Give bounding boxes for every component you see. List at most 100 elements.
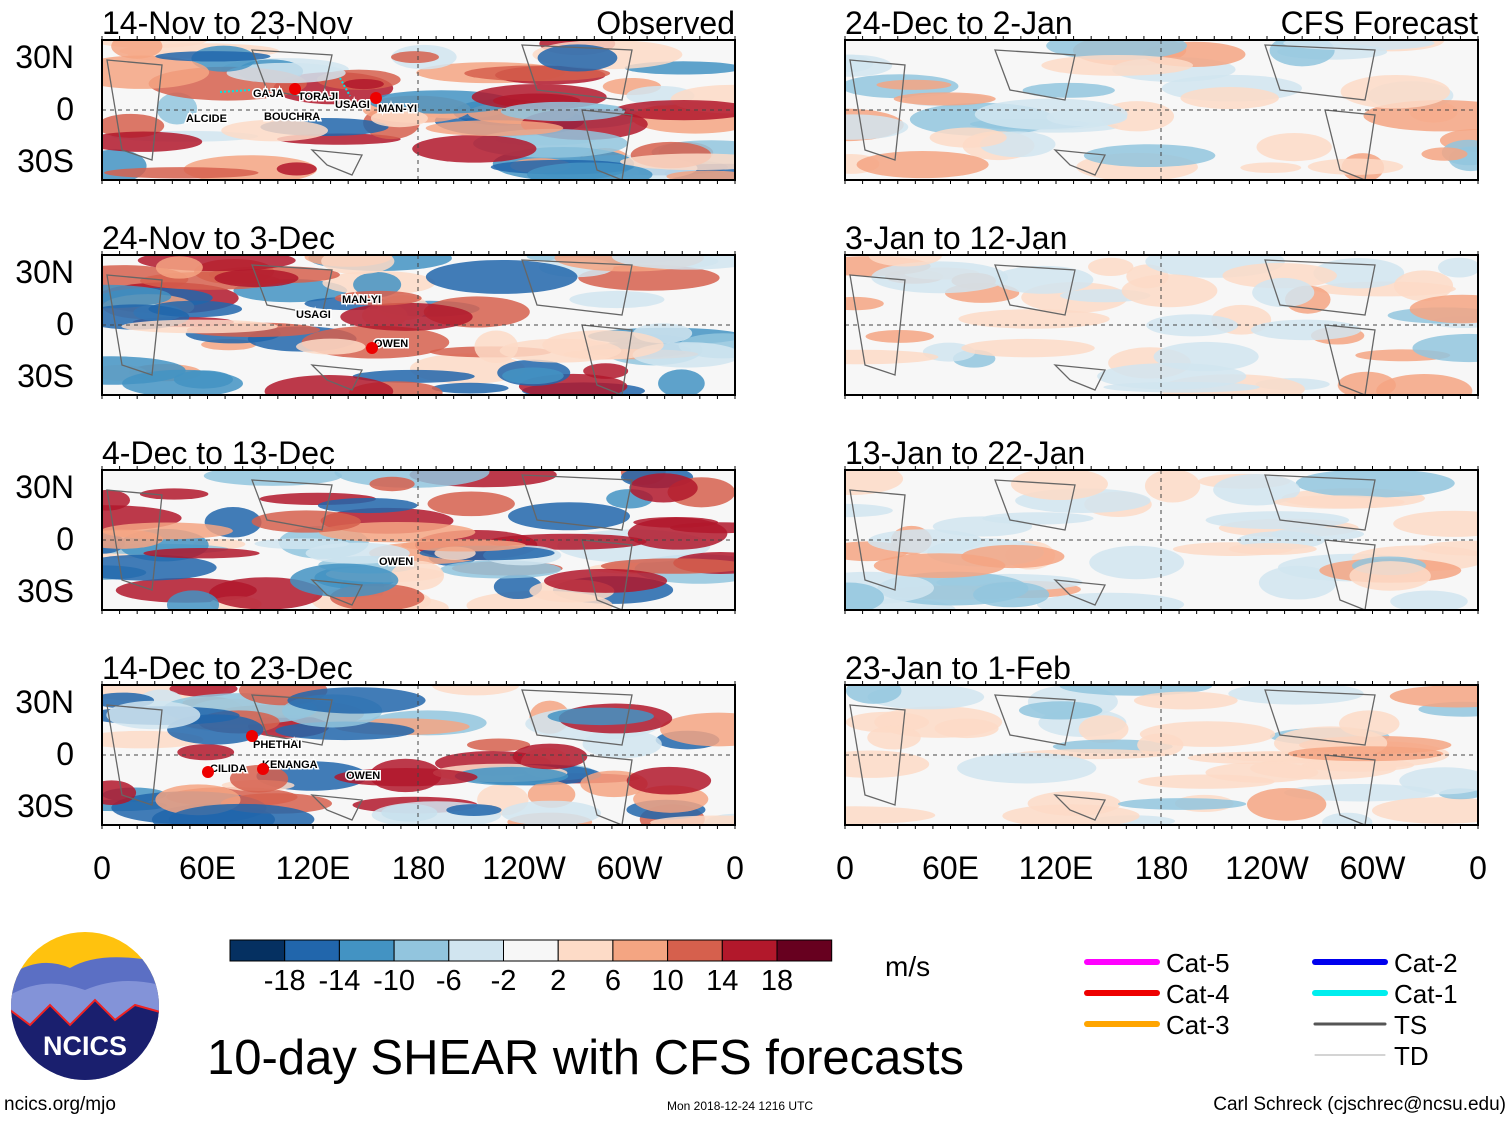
shear-contour [1256,132,1332,162]
shear-contour [431,382,509,394]
coastline [849,704,906,806]
colorbar-swatch [338,939,395,962]
lat-label: 0 [56,736,74,772]
storm-label: MAN-YI [342,294,381,306]
shear-contour [1036,592,1185,610]
coastline [521,689,633,746]
shear-contour [1393,510,1478,537]
shear-contour [876,79,952,90]
shear-contour [229,764,289,793]
lat-label: 0 [56,521,74,557]
shear-contour [1307,158,1404,175]
shear-contour [873,553,1006,578]
storm-label: BOUCHRA [264,111,320,123]
shear-contour [1121,274,1218,308]
shear-contour [845,114,909,140]
shear-contour [507,502,630,531]
lon-label: 60W [1340,850,1407,886]
hurricane-icon [202,766,214,778]
shear-contour [1228,685,1364,705]
coastline [581,754,633,825]
shear-contour [143,548,260,559]
shear-contour [390,560,445,591]
shear-contour [1153,341,1259,372]
shear-contour [1018,701,1103,720]
lon-label: 120W [482,850,566,886]
shear-contour [156,92,198,125]
coastline [521,259,633,316]
coastline [1324,754,1376,825]
hurricane-icon [289,83,301,95]
shear-contour [620,153,735,171]
shear-contour [1371,797,1478,824]
shear-contour [537,44,618,72]
map-panel: 24-Nov to 3-Dec 30N 0 30S [15,220,736,399]
shear-contour [865,329,935,343]
colorbar-swatch [448,939,504,962]
colorbar-tick: -10 [373,965,415,997]
shear-contour [106,700,201,730]
shear-contour [961,338,1095,358]
lon-label: 120E [1019,850,1094,886]
shear-contour [658,369,705,395]
storm-label: KENANGA [262,759,318,771]
shear-contour [155,256,203,279]
lon-label: 0 [93,850,111,886]
shear-contour [102,131,203,152]
shear-contour [1393,270,1454,302]
shear-contour [391,51,439,64]
shear-contour [1041,54,1194,76]
shear-contour [934,718,999,739]
logo-text: NCICS [43,1031,127,1061]
shear-contour [1273,495,1405,509]
colorbar-tick: -6 [436,965,462,997]
shear-contour [1083,144,1216,168]
shear-contour [626,766,712,795]
coastline [521,474,633,531]
shear-contour [845,685,902,704]
shear-contour [1376,374,1473,395]
footer-url[interactable]: ncics.org/mjo [4,1094,116,1115]
shear-contour [122,369,244,395]
shear-contour [1340,74,1451,109]
shear-contour [102,522,233,540]
lat-label: 30N [15,684,74,720]
colorbar-swatch [503,939,559,962]
shear-contour [1213,474,1301,506]
shear-contour [454,766,569,786]
coastline [106,489,163,591]
map-panel: 3-Jan to 12-Jan [844,220,1479,399]
shear-contour [845,750,930,778]
shear-contour [318,521,476,543]
coastline [251,264,333,316]
shear-contour [1240,162,1302,174]
shear-contour [1295,470,1455,498]
shear-contour [296,338,366,355]
storm-track [219,89,251,93]
map-panel: 4-Dec to 13-Dec 30N 0 30S [15,435,736,614]
coastline [1324,109,1376,180]
panel-tag: Observed [596,5,735,41]
shear-contour [1349,561,1431,591]
shear-contour [993,265,1094,294]
legend-label: Cat-4 [1166,979,1230,1009]
shear-contour [1022,82,1115,98]
coastline [106,59,163,161]
shear-contour [334,768,478,787]
shear-contour [845,470,904,496]
lon-label: 0 [1469,850,1487,886]
lon-label: 60E [922,850,979,886]
map-panel: 14-Dec to 23-Dec 30N 0 30S [15,650,736,829]
lon-label: 120W [1225,850,1309,886]
storm-symbols [202,77,382,778]
lat-label: 30N [15,39,74,75]
colorbar-tick: 6 [605,965,621,997]
lat-label: 30S [17,573,74,609]
shear-contour [467,738,531,752]
shear-contour [845,54,893,77]
storm-label: PHETHAI [253,739,301,751]
hurricane-icon [257,763,269,775]
colorbar-swatch [284,939,340,962]
storm-track [339,77,351,97]
